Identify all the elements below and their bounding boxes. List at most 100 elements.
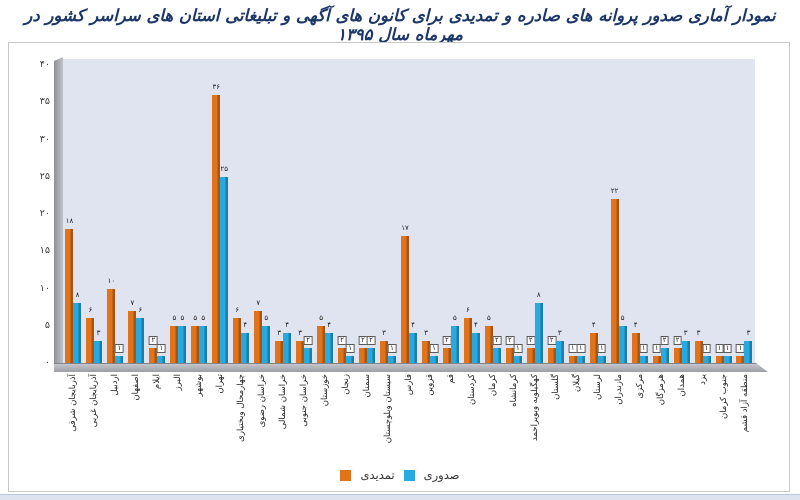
value-label: ۵	[620, 313, 625, 322]
value-label: ۲	[337, 336, 347, 346]
x-axis-label: سمنان	[362, 374, 373, 398]
x-axis-label: همدان	[676, 374, 687, 397]
bar-tamdidi: ۲۲	[610, 188, 619, 363]
plot-area-background	[63, 59, 755, 363]
x-axis-label: چهارمحال وبختیاری	[236, 374, 247, 442]
x-axis-label: کرمانشاه	[508, 374, 519, 407]
bar-sodouri: ۲	[366, 336, 376, 363]
value-label: ۵	[193, 313, 198, 322]
value-label: ۱	[156, 343, 166, 353]
bar-tamdidi: ۲	[442, 336, 452, 363]
bar-sodouri: ۸	[534, 292, 543, 363]
legend-label-tamdidi: تمدیدی	[360, 468, 395, 482]
bar-sodouri: ۲	[303, 336, 313, 363]
bar-tamdidi: ۶	[463, 307, 472, 363]
bar-sodouri: ۱	[702, 343, 711, 363]
value-label: ۴	[591, 321, 596, 330]
bar-tamdidi: ۵	[317, 314, 326, 363]
x-axis-label: هرمزگان	[655, 374, 666, 406]
value-label: ۲	[148, 336, 158, 346]
bar-sodouri: ۳	[744, 329, 753, 363]
value-label: ۱	[736, 343, 745, 353]
value-label: ۳	[683, 328, 688, 337]
legend-swatch-sodouri	[403, 469, 415, 481]
category-column: ۱۰ ۱	[105, 59, 126, 363]
bar-sodouri: ۳	[94, 329, 103, 363]
value-label: ۱	[345, 343, 355, 353]
bar-tamdidi: ۳۶	[212, 83, 221, 363]
category-column: ۱۷ ۴	[399, 59, 420, 363]
bar-sodouri: ۴	[241, 322, 250, 363]
bar-tamdidi: ۶	[86, 307, 95, 363]
value-label: ۵	[319, 313, 323, 322]
category-column: ۲۲ ۵	[608, 59, 629, 363]
x-axis-label: یزد	[697, 374, 708, 385]
bar-tamdidi: ۱۰	[107, 277, 116, 363]
value-label: ۳	[298, 328, 303, 337]
value-label: ۲	[366, 336, 376, 346]
bar-tamdidi: ۵	[191, 314, 200, 363]
value-label: ۱	[513, 343, 523, 353]
value-label: ۱	[702, 343, 711, 353]
bar-tamdidi: ۳	[275, 329, 284, 363]
bar-sodouri: ۱	[156, 343, 166, 363]
bar-tamdidi: ۱	[652, 343, 661, 363]
value-label: ۴	[243, 321, 248, 330]
axis-3d-wall	[54, 57, 63, 372]
value-label: ۲	[505, 336, 515, 346]
bar-sodouri: ۳	[681, 329, 690, 363]
value-label: ۶	[88, 306, 93, 315]
value-label: ۵	[453, 313, 457, 322]
value-label: ۷	[130, 298, 135, 307]
value-label: ۴	[285, 321, 290, 330]
x-axis-label: قزوین	[424, 374, 435, 396]
value-label: ۳	[557, 328, 562, 337]
bar-tamdidi: ۱۷	[400, 225, 409, 363]
x-axis-label: خراسان شمالی	[278, 374, 289, 430]
legend-label-sodouri: صدوری	[423, 468, 460, 482]
bar-sodouri: ۱	[723, 343, 732, 363]
value-label: ۳	[382, 328, 386, 337]
value-label: ۶	[235, 306, 240, 315]
y-axis-tick-label: ۳۰	[39, 133, 50, 145]
bar-sodouri: ۱	[513, 343, 523, 363]
y-axis-tick-label: ۵	[44, 319, 50, 331]
value-label: ۳	[277, 328, 282, 337]
bar-sodouri: ۲	[660, 336, 669, 363]
value-label: ۴	[474, 321, 478, 330]
x-axis-label: فارس	[404, 374, 414, 396]
value-label: ۳	[96, 328, 101, 337]
x-axis-label: زنجان	[341, 374, 352, 395]
plot-area: ۱۸ ۸ ۶ ۳ ۱۰ ۱ ۷ ۶ ۲ ۱ ۵ ۵ ۵ ۵ ۳۶ ۲۵ ۶ ۴ ۷ ۵ ۳ ۴ ۳ ۲ ۵ ۴ ۲ ۱ ۲ ۲ ۳ ۱ ۱۷ ۴ ۳…	[63, 59, 755, 363]
x-axis-label: خراسان رضوی	[257, 374, 268, 428]
x-axis-label: آذربایجان شرقی	[68, 374, 79, 432]
axis-3d-floor	[54, 363, 768, 372]
bar-tamdidi: ۷	[254, 299, 263, 363]
y-axis-tick-label: ۳۵	[39, 96, 50, 108]
legend-swatch-tamdidi	[340, 469, 352, 481]
bar-tamdidi: ۳	[421, 329, 430, 363]
value-label: ۲	[547, 336, 557, 346]
value-label: ۵	[180, 313, 185, 322]
value-label: ۲۵	[220, 164, 229, 173]
value-label: ۷	[256, 298, 261, 307]
x-axis-label: مازندران	[613, 374, 624, 405]
value-label: ۵	[201, 313, 206, 322]
value-label: ۴	[411, 321, 415, 330]
bar-sodouri: ۵	[450, 314, 459, 363]
y-axis-tick-label: ۴۰	[39, 59, 50, 70]
